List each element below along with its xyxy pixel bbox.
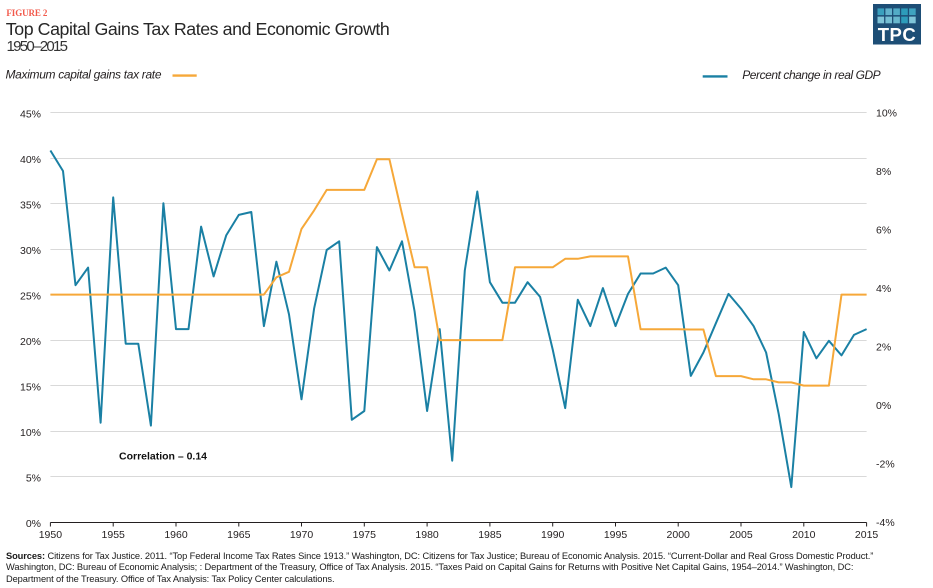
svg-text:Top Capital Gains Tax Rates an: Top Capital Gains Tax Rates and Economic… — [6, 19, 390, 39]
svg-text:-2%: -2% — [876, 459, 895, 471]
svg-text:FIGURE 2: FIGURE 2 — [6, 8, 48, 18]
svg-text:1970: 1970 — [290, 529, 314, 541]
svg-text:1995: 1995 — [604, 529, 628, 541]
svg-text:30%: 30% — [20, 245, 41, 257]
svg-text:2000: 2000 — [667, 529, 691, 541]
svg-text:-4%: -4% — [876, 517, 895, 529]
svg-text:1950: 1950 — [39, 529, 63, 541]
svg-text:10%: 10% — [20, 427, 41, 439]
svg-text:0%: 0% — [876, 400, 891, 412]
svg-text:TPC: TPC — [878, 24, 917, 45]
svg-text:40%: 40% — [20, 154, 41, 166]
svg-text:Maximum capital gains tax rate: Maximum capital gains tax rate — [6, 68, 162, 82]
svg-text:2010: 2010 — [792, 529, 816, 541]
svg-text:1950–2015: 1950–2015 — [7, 38, 69, 55]
svg-text:20%: 20% — [20, 336, 41, 348]
svg-text:1990: 1990 — [541, 529, 565, 541]
svg-text:5%: 5% — [26, 473, 41, 485]
svg-text:2005: 2005 — [729, 529, 753, 541]
svg-text:Percent change in real GDP: Percent change in real GDP — [742, 68, 881, 82]
svg-text:6%: 6% — [876, 225, 891, 237]
svg-text:2015: 2015 — [855, 529, 879, 541]
svg-text:25%: 25% — [20, 290, 41, 302]
svg-text:1980: 1980 — [415, 529, 439, 541]
svg-text:1960: 1960 — [164, 529, 188, 541]
svg-text:35%: 35% — [20, 199, 41, 211]
svg-text:45%: 45% — [20, 108, 41, 120]
svg-text:1975: 1975 — [353, 529, 377, 541]
svg-text:2%: 2% — [876, 342, 891, 354]
svg-text:15%: 15% — [20, 381, 41, 393]
svg-text:Correlation – 0.14: Correlation – 0.14 — [119, 451, 207, 463]
svg-text:4%: 4% — [876, 283, 891, 295]
svg-text:8%: 8% — [876, 166, 891, 178]
svg-text:1985: 1985 — [478, 529, 502, 541]
svg-text:1965: 1965 — [227, 529, 251, 541]
svg-text:0%: 0% — [26, 518, 41, 530]
svg-text:10%: 10% — [876, 108, 897, 120]
svg-text:1955: 1955 — [102, 529, 126, 541]
